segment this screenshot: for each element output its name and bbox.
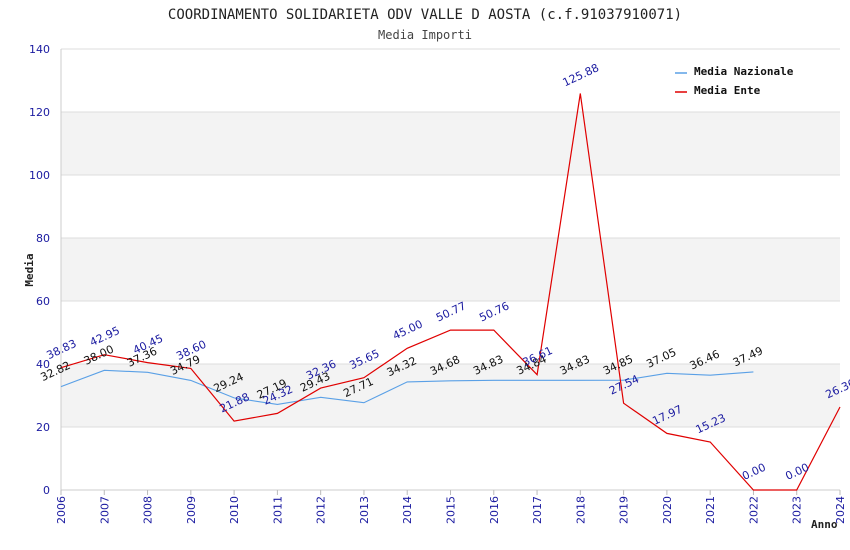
y-tick-labels: 0 20 40 60 80 100 120 140 [29, 43, 50, 497]
series-0-line-0 [60, 369, 754, 405]
data-label-s1-2016: 50.76 [477, 299, 511, 324]
x-tick-2019: 2019 [618, 496, 631, 524]
data-label-s1-2023: 0.00 [783, 461, 811, 483]
x-tick-2021: 2021 [704, 496, 717, 524]
plot-axes [60, 49, 841, 495]
data-label-s1-2018: 125.88 [561, 61, 601, 89]
x-axis-label: Anno [811, 518, 838, 531]
band-20 [61, 364, 840, 427]
y-tick-20: 20 [36, 421, 50, 434]
x-tick-2012: 2012 [315, 496, 328, 524]
x-tick-2023: 2023 [791, 496, 804, 524]
y-tick-140: 140 [29, 43, 50, 56]
x-tick-2010: 2010 [228, 496, 241, 524]
x-tick-2013: 2013 [358, 496, 371, 524]
x-tick-2022: 2022 [747, 496, 760, 524]
legend: Media Nazionale Media Ente [675, 65, 794, 97]
y-tick-60: 60 [36, 295, 50, 308]
x-tick-2008: 2008 [142, 496, 155, 524]
y-tick-100: 100 [29, 169, 50, 182]
y-axis-label: Media [23, 253, 36, 286]
x-tick-2020: 2020 [661, 496, 674, 524]
band-60 [61, 238, 840, 301]
data-label-s1-2015: 50.77 [434, 299, 468, 324]
series-lines [60, 93, 841, 491]
y-tick-40: 40 [36, 358, 50, 371]
y-tick-120: 120 [29, 106, 50, 119]
y-tick-80: 80 [36, 232, 50, 245]
x-tick-2007: 2007 [98, 496, 111, 524]
x-tick-2006: 2006 [55, 496, 68, 524]
x-tick-labels: 2006 2007 2008 2009 2010 2011 2012 2013 2014 2015… [55, 496, 847, 524]
series-1-line-0 [60, 93, 841, 491]
x-tick-2024: 2024 [834, 496, 847, 524]
x-tick-2017: 2017 [531, 496, 544, 524]
data-label-s1-2022: 0.00 [740, 461, 768, 483]
chart-title: COORDINAMENTO SOLIDARIETA ODV VALLE D AO… [168, 7, 682, 23]
legend-label-ente: Media Ente [694, 84, 761, 97]
x-tick-2014: 2014 [401, 496, 414, 524]
x-tick-2011: 2011 [271, 496, 284, 524]
x-tick-2016: 2016 [488, 496, 501, 524]
legend-label-nazionale: Media Nazionale [694, 65, 794, 78]
plot-background-bands [61, 112, 840, 427]
y-tick-0: 0 [43, 484, 50, 497]
x-tick-2009: 2009 [185, 496, 198, 524]
x-tick-2018: 2018 [574, 496, 587, 524]
x-tick-2015: 2015 [445, 496, 458, 524]
data-label-s1-2014: 45.00 [391, 318, 425, 343]
data-label-s1-2006: 38.83 [44, 337, 78, 362]
chart-subtitle: Media Importi [378, 28, 472, 42]
band-100 [61, 112, 840, 175]
